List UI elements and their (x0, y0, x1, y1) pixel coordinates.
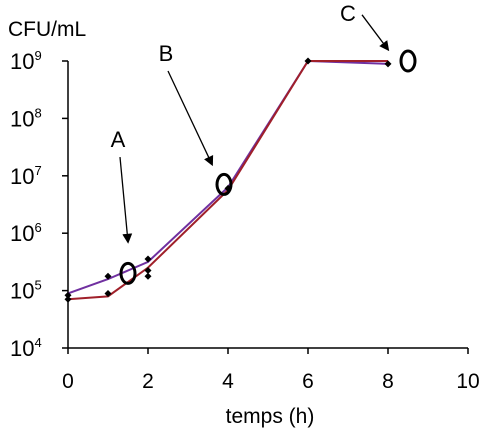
y-tick-label: 105 (10, 278, 42, 304)
y-tick-label: 107 (10, 163, 42, 189)
annotations: A B C (111, 1, 417, 285)
annotation-label-a: A (111, 127, 126, 152)
y-tick-label: 106 (10, 220, 42, 246)
data-point (384, 60, 392, 68)
annotation-circle-b (215, 172, 233, 196)
annotation-arrow-a (119, 157, 133, 244)
annotation-label-b: B (159, 41, 174, 66)
x-axis-label: temps (h) (226, 405, 315, 428)
x-tick-label: 6 (302, 370, 314, 393)
annotation-arrow-b (167, 70, 214, 167)
data-point (144, 255, 152, 263)
annotation-circle-c (399, 49, 417, 73)
x-tick-label: 0 (62, 370, 74, 393)
y-axis-ticks: 104 105 106 107 108 109 (10, 48, 68, 361)
x-tick-label: 10 (456, 370, 479, 393)
x-tick-label: 4 (222, 370, 234, 393)
series-line-2 (67, 60, 388, 301)
data-point (64, 291, 72, 299)
data-point (144, 267, 152, 275)
y-tick-label: 104 (10, 335, 42, 361)
y-tick-label: 109 (10, 48, 42, 74)
annotation-arrow-c (361, 14, 390, 52)
data-point (64, 295, 72, 303)
annotation-circle-a (119, 261, 137, 285)
annotation-label-c: C (340, 1, 356, 26)
y-axis-label: CFU/mL (8, 18, 86, 41)
data-point (104, 272, 112, 280)
data-point (304, 57, 312, 65)
x-tick-label: 2 (142, 370, 154, 393)
data-points (64, 57, 392, 303)
x-tick-label: 8 (382, 370, 394, 393)
x-axis-ticks: 0 2 4 6 8 10 (62, 348, 480, 393)
series-layer (67, 59, 389, 301)
data-point (104, 289, 112, 297)
data-point (144, 272, 152, 280)
y-tick-label: 108 (10, 105, 42, 131)
